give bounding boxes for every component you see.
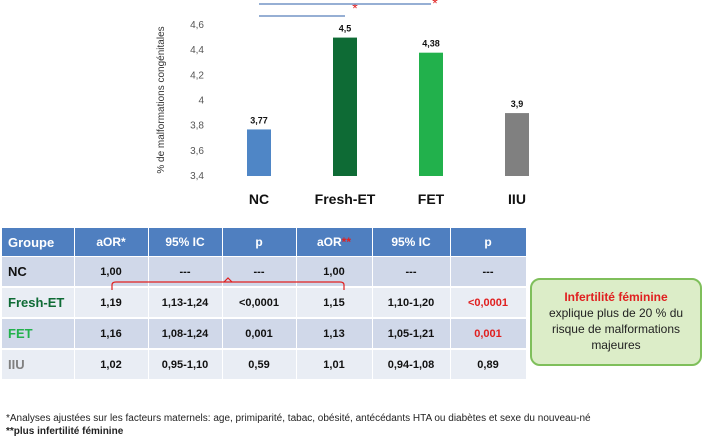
table-cell: 1,02 — [74, 349, 149, 381]
table-cell: 0,89 — [450, 349, 527, 381]
bar-fresh-et — [333, 37, 357, 177]
infertility-callout: Infertilité féminine explique plus de 20… — [530, 278, 702, 366]
table-cell: 1,13 — [296, 318, 373, 350]
bar-chart: % de malformations congénitales 3,4 3,6 3,… — [156, 0, 529, 207]
bar-fet — [419, 52, 443, 176]
y-tick-label: 4,4 — [190, 45, 204, 56]
header-aor-adjusted-mark: ** — [341, 235, 352, 249]
significance-mark: * — [432, 0, 438, 11]
bar-iiu — [505, 113, 529, 176]
category-label: IIU — [508, 191, 526, 207]
table-cell: 0,001 — [222, 318, 297, 350]
y-tick-label: 3,4 — [190, 171, 204, 182]
header-aor: aOR* — [74, 228, 149, 257]
table-cell: 1,10-1,20 — [372, 287, 451, 319]
category-label: FET — [418, 191, 445, 207]
table-cell: 1,00 — [296, 256, 373, 288]
table-cell: 1,05-1,21 — [372, 318, 451, 350]
data-label: 3,9 — [511, 99, 524, 109]
table-cell: 1,08-1,24 — [148, 318, 223, 350]
table-cell: --- — [372, 256, 451, 288]
table-header-row: Groupe aOR* 95% IC p aOR** 95% IC p — [2, 228, 527, 257]
table-cell: <0,0001 — [222, 287, 297, 319]
table-cell-group: Fresh-ET — [2, 287, 75, 319]
table-cell: <0,0001 — [450, 287, 527, 319]
table-row: IIU 1,02 0,95-1,10 0,59 1,01 0,94-1,08 0,89 — [2, 349, 527, 381]
table-cell: --- — [148, 256, 223, 288]
data-label: 4,38 — [422, 39, 440, 49]
y-tick-label: 4,6 — [190, 20, 204, 31]
callout-text: explique plus de 20 % du risque de malfo… — [548, 306, 684, 352]
table-row: Fresh-ET 1,19 1,13-1,24 <0,0001 1,15 1,10-1,2… — [2, 287, 527, 319]
data-label: 4,5 — [339, 24, 352, 34]
callout-highlight: Infertilité féminine — [564, 290, 668, 304]
table-cell: 0,94-1,08 — [372, 349, 451, 381]
footnote-line-2-prefix: ** — [6, 426, 14, 437]
table-cell: 1,16 — [74, 318, 149, 350]
table-cell: 1,15 — [296, 287, 373, 319]
bar-nc — [247, 129, 271, 176]
table-cell: 0,59 — [222, 349, 297, 381]
table-cell: 1,19 — [74, 287, 149, 319]
table-cell: 1,13-1,24 — [148, 287, 223, 319]
footnote-line-2: **plus infertilité féminine — [6, 425, 591, 438]
header-ic-adjusted: 95% IC — [372, 228, 451, 257]
table-row: NC 1,00 --- --- 1,00 --- --- — [2, 256, 527, 288]
footnote-line-2-text: plus infertilité féminine — [13, 426, 124, 437]
header-p: p — [222, 228, 297, 257]
y-tick-label: 4,2 — [190, 70, 204, 81]
header-aor-adjusted: aOR** — [296, 228, 373, 257]
y-tick-label: 4 — [198, 96, 204, 107]
header-ic: 95% IC — [148, 228, 223, 257]
header-p-adjusted: p — [450, 228, 527, 257]
y-tick-label: 3,8 — [190, 121, 204, 132]
table-cell: --- — [222, 256, 297, 288]
data-label: 3,77 — [250, 115, 268, 125]
footnote: *Analyses ajustées sur les facteurs mate… — [6, 412, 591, 438]
table-row: FET 1,16 1,08-1,24 0,001 1,13 1,05-1,21 0,001 — [2, 318, 527, 350]
category-label: NC — [249, 191, 269, 207]
table-cell: 0,95-1,10 — [148, 349, 223, 381]
category-label: Fresh-ET — [315, 191, 376, 207]
y-tick-label: 3,6 — [190, 146, 204, 157]
table-cell-group: IIU — [2, 349, 75, 381]
table-cell: --- — [450, 256, 527, 288]
table-cell: 0,001 — [450, 318, 527, 350]
table-cell-group: NC — [2, 256, 75, 288]
header-groupe: Groupe — [2, 228, 75, 257]
odds-ratio-table: Groupe aOR* 95% IC p aOR** 95% IC p NC 1,… — [2, 228, 527, 381]
y-axis-label: % de malformations congénitales — [156, 26, 167, 173]
significance-mark: * — [352, 0, 358, 16]
table-cell-group: FET — [2, 318, 75, 350]
footnote-line-1: *Analyses ajustées sur les facteurs mate… — [6, 413, 591, 424]
table-cell: 1,01 — [296, 349, 373, 381]
table-cell: 1,00 — [74, 256, 149, 288]
header-aor-adjusted-label: aOR — [316, 235, 342, 249]
